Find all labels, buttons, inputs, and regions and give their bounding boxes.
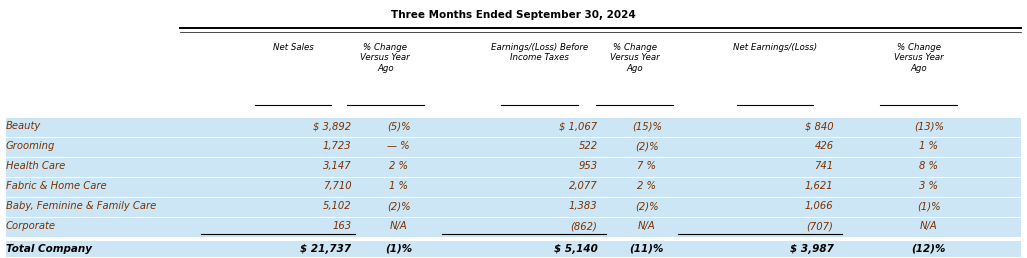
Text: (12)%: (12)% — [912, 244, 946, 254]
Text: (862): (862) — [571, 221, 598, 231]
Text: (2)%: (2)% — [387, 201, 411, 211]
Text: $ 840: $ 840 — [805, 121, 834, 131]
Text: 741: 741 — [814, 161, 834, 171]
Text: N/A: N/A — [920, 221, 938, 231]
Bar — [6, 158, 1021, 177]
Text: N/A: N/A — [638, 221, 655, 231]
Text: $ 1,067: $ 1,067 — [560, 121, 598, 131]
Text: 1 %: 1 % — [919, 141, 939, 151]
Text: $ 3,892: $ 3,892 — [313, 121, 351, 131]
Bar — [6, 178, 1021, 197]
Text: 1 %: 1 % — [389, 181, 408, 191]
Text: % Change
Versus Year
Ago: % Change Versus Year Ago — [360, 43, 410, 73]
Bar — [6, 138, 1021, 157]
Text: N/A: N/A — [390, 221, 408, 231]
Text: (11)%: (11)% — [630, 244, 664, 254]
Text: $ 3,987: $ 3,987 — [790, 244, 834, 254]
Text: % Change
Versus Year
Ago: % Change Versus Year Ago — [610, 43, 659, 73]
Text: (1)%: (1)% — [917, 201, 941, 211]
Text: — %: — % — [387, 141, 410, 151]
Text: Health Care: Health Care — [6, 161, 65, 171]
Text: 1,066: 1,066 — [805, 201, 834, 211]
Text: 426: 426 — [814, 141, 834, 151]
Text: 1,383: 1,383 — [569, 201, 598, 211]
Text: 522: 522 — [578, 141, 598, 151]
Text: $ 5,140: $ 5,140 — [554, 244, 598, 254]
Text: Grooming: Grooming — [6, 141, 55, 151]
Text: 953: 953 — [578, 161, 598, 171]
Text: (5)%: (5)% — [387, 121, 411, 131]
Text: 163: 163 — [333, 221, 351, 231]
Text: 3,147: 3,147 — [322, 161, 351, 171]
Text: Baby, Feminine & Family Care: Baby, Feminine & Family Care — [6, 201, 156, 211]
Text: Earnings/(Loss) Before
Income Taxes: Earnings/(Loss) Before Income Taxes — [491, 43, 587, 62]
Text: 2 %: 2 % — [638, 181, 656, 191]
Text: 8 %: 8 % — [919, 161, 939, 171]
Text: Fabric & Home Care: Fabric & Home Care — [6, 181, 107, 191]
Bar — [6, 218, 1021, 237]
Text: Three Months Ended September 30, 2024: Three Months Ended September 30, 2024 — [391, 10, 636, 20]
Text: $ 21,737: $ 21,737 — [300, 244, 351, 254]
Text: 5,102: 5,102 — [322, 201, 351, 211]
Text: 2,077: 2,077 — [569, 181, 598, 191]
Text: (15)%: (15)% — [632, 121, 661, 131]
Text: Corporate: Corporate — [6, 221, 55, 231]
Bar — [6, 118, 1021, 137]
Text: Net Sales: Net Sales — [272, 43, 313, 52]
Bar — [6, 241, 1021, 258]
Text: 2 %: 2 % — [389, 161, 408, 171]
Text: 1,723: 1,723 — [322, 141, 351, 151]
Bar — [6, 198, 1021, 217]
Text: (707): (707) — [806, 221, 834, 231]
Text: 7,710: 7,710 — [322, 181, 351, 191]
Text: (2)%: (2)% — [635, 141, 658, 151]
Text: 1,621: 1,621 — [805, 181, 834, 191]
Text: Total Company: Total Company — [6, 244, 91, 254]
Text: 3 %: 3 % — [919, 181, 939, 191]
Text: (2)%: (2)% — [635, 201, 658, 211]
Text: (1)%: (1)% — [385, 244, 412, 254]
Text: % Change
Versus Year
Ago: % Change Versus Year Ago — [893, 43, 944, 73]
Text: Net Earnings/(Loss): Net Earnings/(Loss) — [733, 43, 817, 52]
Text: Beauty: Beauty — [6, 121, 41, 131]
Text: 7 %: 7 % — [638, 161, 656, 171]
Text: (13)%: (13)% — [914, 121, 944, 131]
